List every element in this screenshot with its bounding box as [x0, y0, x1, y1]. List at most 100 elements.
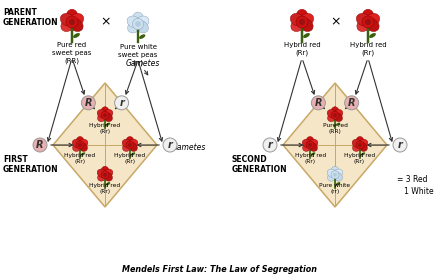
- Ellipse shape: [98, 172, 107, 181]
- Circle shape: [333, 173, 337, 177]
- Circle shape: [345, 96, 359, 110]
- Text: R: R: [85, 98, 92, 108]
- Text: ×: ×: [331, 15, 341, 29]
- Circle shape: [365, 19, 371, 25]
- Ellipse shape: [72, 139, 82, 148]
- Ellipse shape: [126, 137, 134, 146]
- Text: Pure red
sweet peas
(RR): Pure red sweet peas (RR): [52, 42, 92, 64]
- Ellipse shape: [81, 152, 85, 156]
- Ellipse shape: [299, 13, 314, 26]
- Circle shape: [33, 138, 47, 152]
- Ellipse shape: [362, 9, 374, 24]
- Polygon shape: [283, 83, 387, 207]
- Ellipse shape: [135, 21, 148, 33]
- Circle shape: [163, 138, 177, 152]
- Ellipse shape: [302, 139, 312, 148]
- Text: SECOND
GENERATION: SECOND GENERATION: [232, 155, 288, 174]
- Text: r: r: [119, 98, 124, 108]
- Ellipse shape: [308, 139, 318, 148]
- Ellipse shape: [336, 123, 340, 126]
- Ellipse shape: [69, 13, 84, 26]
- Text: r: r: [168, 140, 173, 150]
- Circle shape: [333, 113, 337, 117]
- Text: Hybrid red
(Rr): Hybrid red (Rr): [114, 153, 145, 164]
- Text: Pure white
sweet peas
(rr): Pure white sweet peas (rr): [118, 44, 158, 66]
- Ellipse shape: [123, 143, 132, 151]
- Ellipse shape: [97, 169, 107, 178]
- Circle shape: [103, 173, 107, 177]
- Ellipse shape: [352, 139, 362, 148]
- Ellipse shape: [103, 169, 113, 178]
- Ellipse shape: [103, 109, 113, 118]
- Circle shape: [78, 143, 82, 147]
- Polygon shape: [53, 83, 157, 207]
- Ellipse shape: [328, 172, 337, 181]
- Text: Mendels First Law: The Law of Segregation: Mendels First Law: The Law of Segregatio…: [121, 265, 317, 274]
- Circle shape: [128, 143, 132, 147]
- Text: Hybrid red
(Rr): Hybrid red (Rr): [89, 123, 120, 134]
- Text: Gametes: Gametes: [172, 143, 206, 153]
- Ellipse shape: [101, 166, 109, 176]
- Circle shape: [331, 171, 339, 179]
- Ellipse shape: [369, 33, 376, 38]
- Text: Hybrid red
(Rr): Hybrid red (Rr): [64, 153, 95, 164]
- Ellipse shape: [333, 113, 343, 122]
- Circle shape: [132, 18, 144, 30]
- Circle shape: [135, 21, 141, 27]
- Ellipse shape: [291, 18, 305, 32]
- Text: = 3 Red
   1 White: = 3 Red 1 White: [397, 175, 434, 197]
- Ellipse shape: [358, 143, 367, 151]
- Ellipse shape: [73, 143, 82, 151]
- Text: ×: ×: [101, 15, 111, 29]
- Circle shape: [296, 16, 308, 28]
- Ellipse shape: [131, 152, 135, 156]
- Ellipse shape: [106, 182, 110, 185]
- Ellipse shape: [122, 139, 132, 148]
- Ellipse shape: [139, 34, 145, 39]
- Circle shape: [362, 16, 374, 28]
- Ellipse shape: [356, 137, 364, 146]
- Circle shape: [69, 19, 75, 25]
- Circle shape: [81, 96, 95, 110]
- Ellipse shape: [365, 18, 379, 32]
- Circle shape: [306, 141, 314, 149]
- Circle shape: [101, 111, 109, 119]
- Ellipse shape: [76, 137, 84, 146]
- Ellipse shape: [61, 18, 75, 32]
- Ellipse shape: [311, 152, 315, 156]
- Ellipse shape: [103, 113, 113, 122]
- Ellipse shape: [336, 182, 340, 185]
- Ellipse shape: [353, 143, 362, 151]
- Ellipse shape: [303, 33, 310, 38]
- Ellipse shape: [296, 9, 308, 24]
- Circle shape: [308, 143, 312, 147]
- Text: Pure white
(rr): Pure white (rr): [319, 183, 350, 193]
- Ellipse shape: [290, 13, 305, 26]
- Ellipse shape: [128, 143, 138, 151]
- Circle shape: [299, 19, 305, 25]
- Circle shape: [331, 111, 339, 119]
- Text: Hybrid red
(Rr): Hybrid red (Rr): [284, 42, 320, 56]
- Ellipse shape: [361, 152, 365, 156]
- Text: R: R: [314, 98, 322, 108]
- Ellipse shape: [327, 109, 337, 118]
- Ellipse shape: [127, 21, 141, 33]
- Text: Gametes: Gametes: [126, 59, 160, 68]
- Ellipse shape: [327, 169, 337, 178]
- Ellipse shape: [78, 139, 88, 148]
- Ellipse shape: [101, 107, 109, 117]
- Circle shape: [356, 141, 364, 149]
- Ellipse shape: [333, 109, 343, 118]
- Ellipse shape: [308, 143, 318, 151]
- Ellipse shape: [306, 137, 314, 146]
- Ellipse shape: [356, 13, 371, 26]
- Ellipse shape: [299, 18, 313, 32]
- Ellipse shape: [127, 16, 141, 28]
- Text: Pure red
(RR): Pure red (RR): [322, 123, 347, 134]
- Ellipse shape: [135, 16, 149, 28]
- Circle shape: [76, 141, 84, 149]
- Ellipse shape: [333, 172, 343, 181]
- Ellipse shape: [132, 12, 144, 26]
- Circle shape: [66, 16, 78, 28]
- Text: r: r: [268, 140, 272, 150]
